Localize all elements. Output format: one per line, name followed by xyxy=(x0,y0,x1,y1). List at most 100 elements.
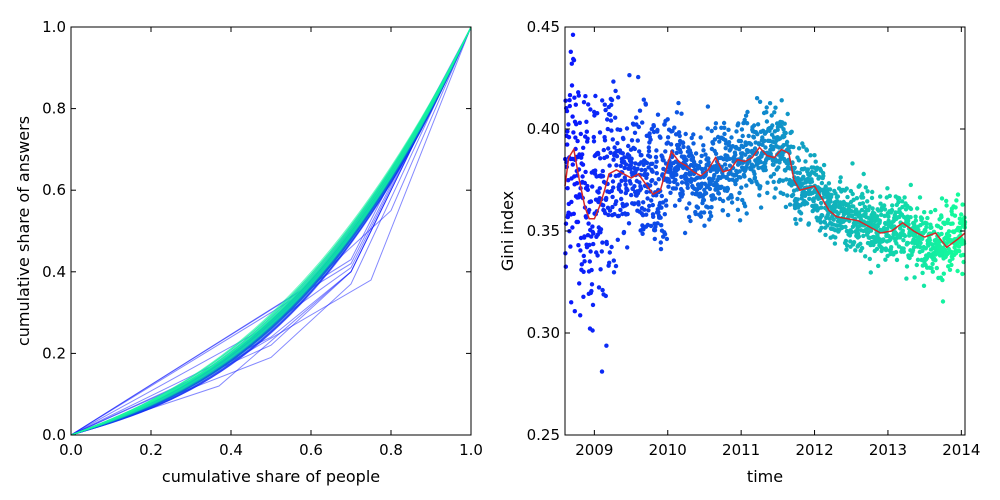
gini-point xyxy=(790,192,796,197)
gini-point xyxy=(822,220,828,225)
gini-point xyxy=(604,195,609,201)
gini-point xyxy=(589,267,594,273)
gini-point xyxy=(744,121,750,126)
gini-point xyxy=(598,156,603,161)
gini-point xyxy=(792,165,797,170)
chart1-frame xyxy=(70,26,472,436)
gini-point xyxy=(960,202,965,207)
lorenz-curves-chart: 0.0 0.2 0.4 0.6 0.8 1.0 0.0 0.2 0.4 0.6 0.8 1.0 cu… xyxy=(14,18,483,486)
gini-point xyxy=(890,203,895,208)
gini-point xyxy=(739,127,745,132)
gini-point xyxy=(626,143,631,149)
gini-point xyxy=(574,181,580,186)
gini-point xyxy=(938,225,944,231)
gini-point xyxy=(653,164,658,169)
gini-point xyxy=(782,121,787,126)
gini-point xyxy=(660,172,665,177)
gini-point xyxy=(914,262,919,268)
gini-point xyxy=(796,146,802,151)
gini-point xyxy=(647,203,652,209)
gini-point xyxy=(843,238,849,244)
chart1-y-tick-label: 0.6 xyxy=(42,181,66,199)
gini-point xyxy=(893,250,899,255)
gini-point xyxy=(710,141,716,146)
gini-point xyxy=(589,282,595,287)
gini-point xyxy=(570,162,575,167)
gini-point xyxy=(693,211,698,217)
gini-point xyxy=(819,225,824,230)
gini-point xyxy=(768,174,774,179)
gini-point xyxy=(797,170,803,176)
gini-point xyxy=(581,294,586,299)
gini-point xyxy=(563,221,569,226)
gini-point xyxy=(849,230,854,235)
gini-point xyxy=(920,248,925,253)
gini-point xyxy=(956,244,962,249)
gini-point xyxy=(649,198,654,203)
gini-point xyxy=(567,98,572,103)
gini-point xyxy=(659,205,664,210)
gini-point xyxy=(894,241,899,246)
gini-point xyxy=(701,210,707,215)
gini-point xyxy=(844,243,850,248)
gini-point xyxy=(568,49,573,54)
gini-point xyxy=(648,137,653,142)
gini-point xyxy=(850,161,855,166)
gini-point xyxy=(653,154,659,160)
gini-point xyxy=(566,122,571,127)
gini-point xyxy=(669,154,675,159)
gini-point xyxy=(787,202,793,207)
gini-point xyxy=(646,165,651,170)
gini-point xyxy=(628,181,633,186)
gini-point xyxy=(637,149,642,154)
gini-point xyxy=(915,206,920,211)
gini-point xyxy=(668,190,673,195)
gini-point xyxy=(833,235,838,240)
gini-point xyxy=(828,199,833,204)
lorenz-curve-outlier-4 xyxy=(70,26,472,436)
gini-point xyxy=(580,162,586,167)
gini-point xyxy=(667,179,672,185)
gini-point xyxy=(590,302,596,308)
gini-point xyxy=(610,204,615,210)
gini-point xyxy=(785,193,790,198)
gini-point xyxy=(764,105,769,110)
gini-point xyxy=(578,313,583,318)
gini-point xyxy=(765,190,770,196)
gini-point xyxy=(591,139,597,144)
gini-point xyxy=(604,241,609,247)
gini-point xyxy=(778,157,784,162)
gini-point xyxy=(645,172,650,177)
gini-point xyxy=(570,225,575,230)
gini-point xyxy=(764,110,769,115)
gini-point xyxy=(650,161,655,166)
gini-point xyxy=(929,225,934,230)
gini-point xyxy=(567,93,573,98)
gini-point xyxy=(644,189,649,195)
gini-point xyxy=(629,160,634,165)
gini-point xyxy=(742,174,747,179)
gini-point xyxy=(870,206,875,211)
lorenz-curve-4 xyxy=(70,26,472,436)
gini-point xyxy=(823,232,828,238)
chart1-x-axis: 0.0 0.2 0.4 0.6 0.8 1.0 xyxy=(59,27,483,459)
gini-point xyxy=(571,130,576,135)
chart1-x-tick-label: 0.6 xyxy=(299,441,323,459)
gini-point xyxy=(583,169,588,175)
gini-point xyxy=(779,98,784,103)
gini-point xyxy=(622,165,627,171)
gini-point xyxy=(922,210,927,215)
gini-point xyxy=(677,197,682,203)
gini-point xyxy=(638,186,644,191)
gini-point xyxy=(954,198,959,203)
gini-point xyxy=(572,309,577,314)
gini-point xyxy=(706,160,711,165)
gini-point xyxy=(647,131,652,136)
gini-point xyxy=(833,191,838,196)
gini-point xyxy=(596,285,602,290)
gini-point xyxy=(611,258,616,263)
gini-point xyxy=(618,127,623,133)
gini-point xyxy=(626,221,632,226)
gini-point xyxy=(867,204,872,209)
gini-point xyxy=(904,264,910,269)
